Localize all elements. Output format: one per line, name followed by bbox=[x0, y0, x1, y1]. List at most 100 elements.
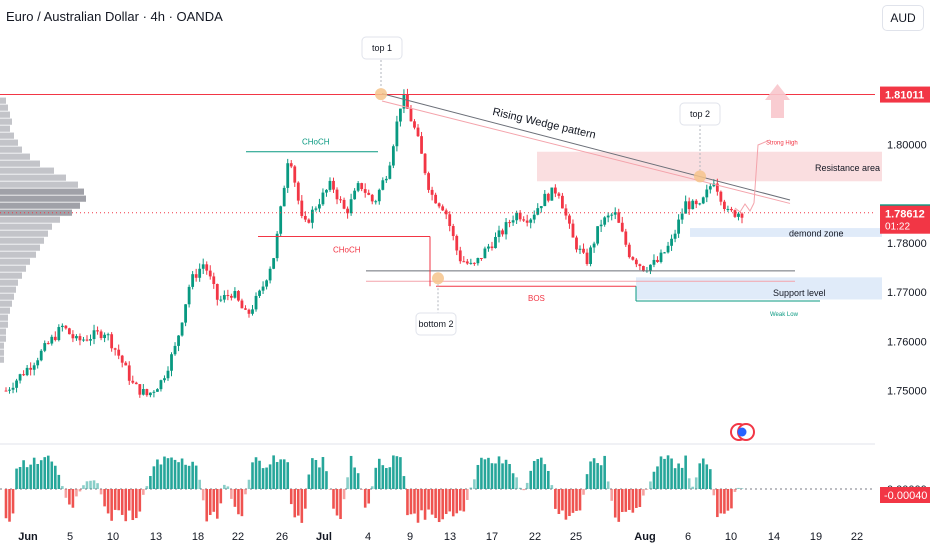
price-tick-label: 1.76000 bbox=[887, 336, 927, 348]
oscillator-bar bbox=[525, 482, 529, 489]
oscillator-bar bbox=[413, 489, 416, 514]
candle-body bbox=[455, 235, 459, 251]
oscillator-bar bbox=[215, 489, 219, 519]
candle-body bbox=[201, 264, 205, 269]
axes-layer: 1.800001.780001.770001.760001.750000.000… bbox=[18, 86, 930, 543]
candle-body bbox=[465, 261, 469, 264]
candle-body bbox=[314, 208, 318, 210]
oscillator-bar bbox=[733, 489, 737, 492]
volume-profile-bar bbox=[0, 272, 22, 279]
oscillator-bar bbox=[272, 455, 275, 489]
candle-body bbox=[480, 257, 483, 259]
oscillator-bar bbox=[430, 489, 434, 515]
candle-body bbox=[694, 200, 698, 205]
candle-body bbox=[666, 245, 670, 253]
oscillator-bar bbox=[473, 479, 476, 489]
candle-body bbox=[441, 206, 445, 211]
candle-body bbox=[677, 219, 681, 234]
candle-body bbox=[205, 264, 209, 271]
oscillator-bar bbox=[575, 489, 578, 511]
candle-body bbox=[501, 230, 504, 235]
time-tick-label: 6 bbox=[685, 531, 691, 543]
volume-profile-bar bbox=[0, 258, 30, 265]
oscillator-bar bbox=[367, 489, 371, 504]
candle-body bbox=[673, 233, 677, 239]
currency-button[interactable]: AUD bbox=[882, 5, 924, 31]
oscillator-bar bbox=[29, 464, 32, 489]
candle-body bbox=[705, 189, 709, 198]
oscillator-bar bbox=[223, 484, 226, 489]
candle-body bbox=[177, 335, 180, 346]
time-tick-label: 4 bbox=[365, 531, 371, 543]
oscillator-bar bbox=[163, 456, 166, 489]
candle-body bbox=[117, 349, 121, 356]
candle-body bbox=[353, 190, 357, 200]
oscillator-bar bbox=[701, 458, 705, 489]
oscillator-bar bbox=[399, 457, 402, 489]
oscillator-bar bbox=[613, 489, 617, 518]
oscillator-bar bbox=[46, 455, 50, 489]
candle-body bbox=[82, 339, 85, 341]
oscillator-bar bbox=[451, 489, 455, 517]
oscillator-bar bbox=[237, 489, 240, 515]
oscillator-bar bbox=[536, 459, 540, 489]
candle-body bbox=[342, 199, 346, 209]
candle-body bbox=[46, 343, 50, 345]
candle-body bbox=[191, 274, 195, 287]
resistance-zone bbox=[537, 151, 882, 182]
oscillator-bar bbox=[99, 489, 103, 495]
volume-profile-bar bbox=[0, 356, 4, 363]
candle-body bbox=[50, 336, 54, 344]
volume-profile-bar bbox=[0, 251, 36, 258]
candle-body bbox=[296, 182, 300, 201]
support-zone bbox=[636, 277, 882, 300]
oscillator-bar bbox=[585, 474, 589, 489]
candle-body bbox=[99, 331, 103, 339]
oscillator-bar bbox=[268, 464, 272, 489]
candle-body bbox=[173, 345, 177, 355]
candle-body bbox=[113, 348, 117, 350]
time-tick-label: 26 bbox=[276, 531, 288, 543]
oscillator-bar bbox=[656, 466, 659, 489]
oscillator-bar bbox=[631, 489, 635, 513]
oscillator-bar bbox=[423, 489, 427, 520]
candle-body bbox=[687, 201, 691, 210]
oscillator-bar bbox=[226, 486, 230, 489]
oscillator-bar bbox=[265, 467, 268, 489]
candle-body bbox=[219, 299, 223, 301]
symbol-title[interactable]: Euro / Australian Dollar · 4h · OANDA bbox=[6, 9, 223, 24]
volume-profile-bar bbox=[0, 153, 30, 160]
candle-body bbox=[592, 243, 596, 248]
oscillator-bar bbox=[539, 457, 543, 489]
strong-high-label: Strong High bbox=[766, 140, 798, 146]
oscillator-bar bbox=[339, 489, 342, 520]
oscillator-bar bbox=[39, 460, 43, 489]
volume-profile-bar bbox=[0, 349, 4, 356]
candle-body bbox=[57, 327, 61, 341]
price-tick-label: 1.77000 bbox=[887, 287, 927, 299]
oscillator-bar bbox=[230, 489, 233, 499]
time-tick-label: Jul bbox=[316, 531, 332, 543]
oscillator-bar bbox=[564, 489, 568, 520]
oscillator-bar bbox=[117, 489, 120, 511]
oscillator-bar bbox=[54, 465, 57, 489]
candle-body bbox=[722, 201, 726, 210]
candle-body bbox=[719, 191, 723, 202]
candle-body bbox=[152, 391, 156, 393]
oscillator-bar bbox=[550, 485, 554, 489]
candle-body bbox=[282, 187, 286, 207]
oscillator-bar bbox=[296, 489, 300, 516]
oscillator-bar bbox=[694, 477, 698, 489]
candle-body bbox=[599, 224, 603, 227]
volume-profile-bar bbox=[0, 335, 6, 342]
candle-body bbox=[318, 204, 321, 209]
candle-body bbox=[532, 214, 536, 220]
candle-body bbox=[328, 180, 332, 190]
top1-label: top 1 bbox=[372, 43, 392, 53]
candle-body bbox=[286, 163, 290, 188]
price-label: 1.78612 bbox=[885, 209, 925, 221]
candle-body bbox=[596, 226, 600, 244]
time-tick-label: 25 bbox=[570, 531, 582, 543]
oscillator-bar bbox=[663, 458, 666, 489]
